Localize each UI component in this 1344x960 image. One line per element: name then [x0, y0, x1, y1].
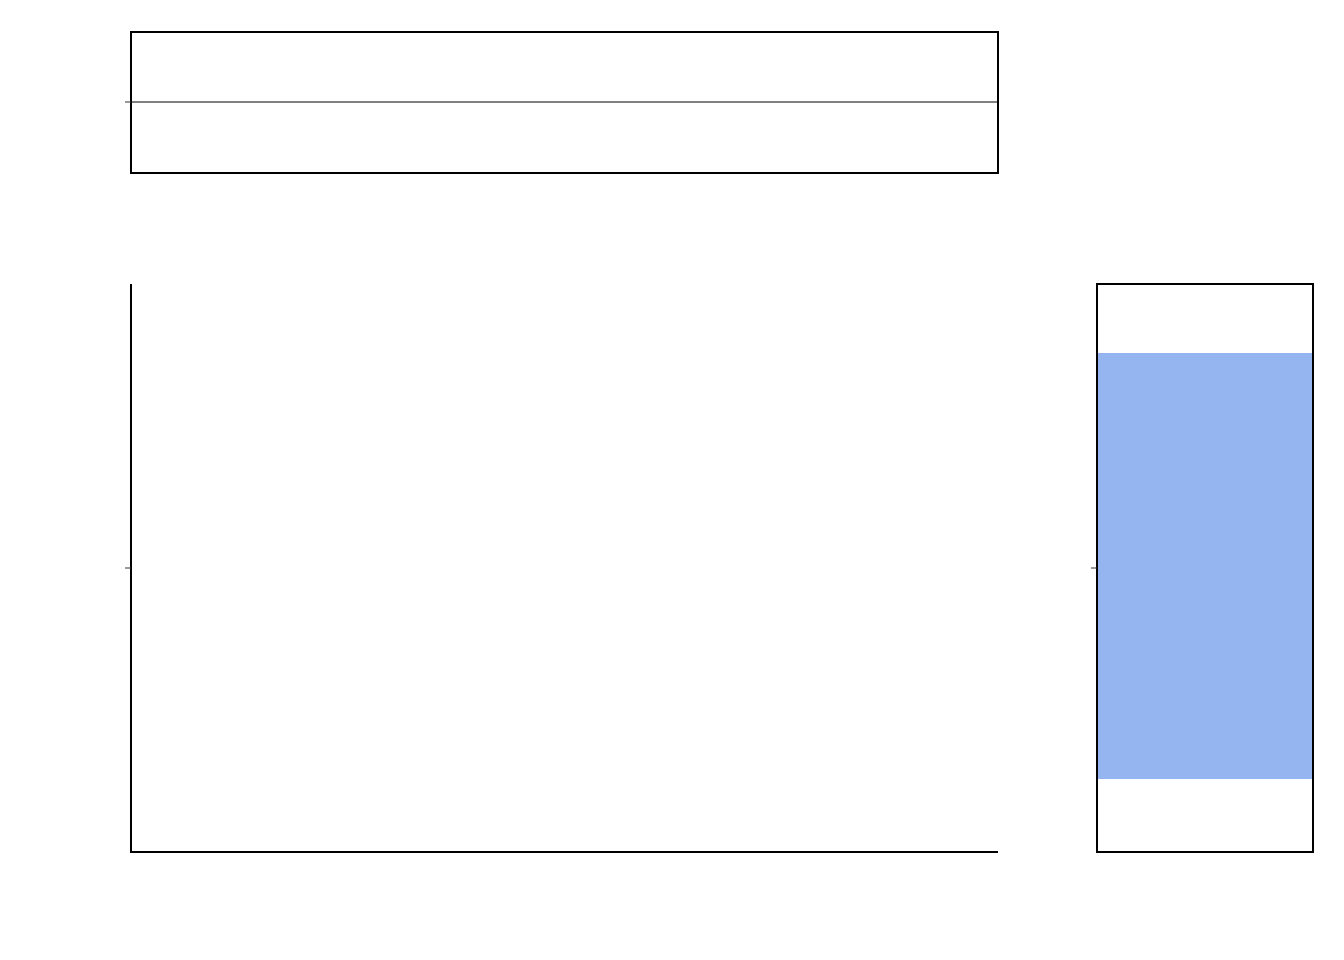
top-panel [125, 31, 999, 174]
right-panel [1091, 283, 1314, 853]
row-count-bar [1097, 353, 1313, 779]
main-panel [125, 284, 998, 853]
